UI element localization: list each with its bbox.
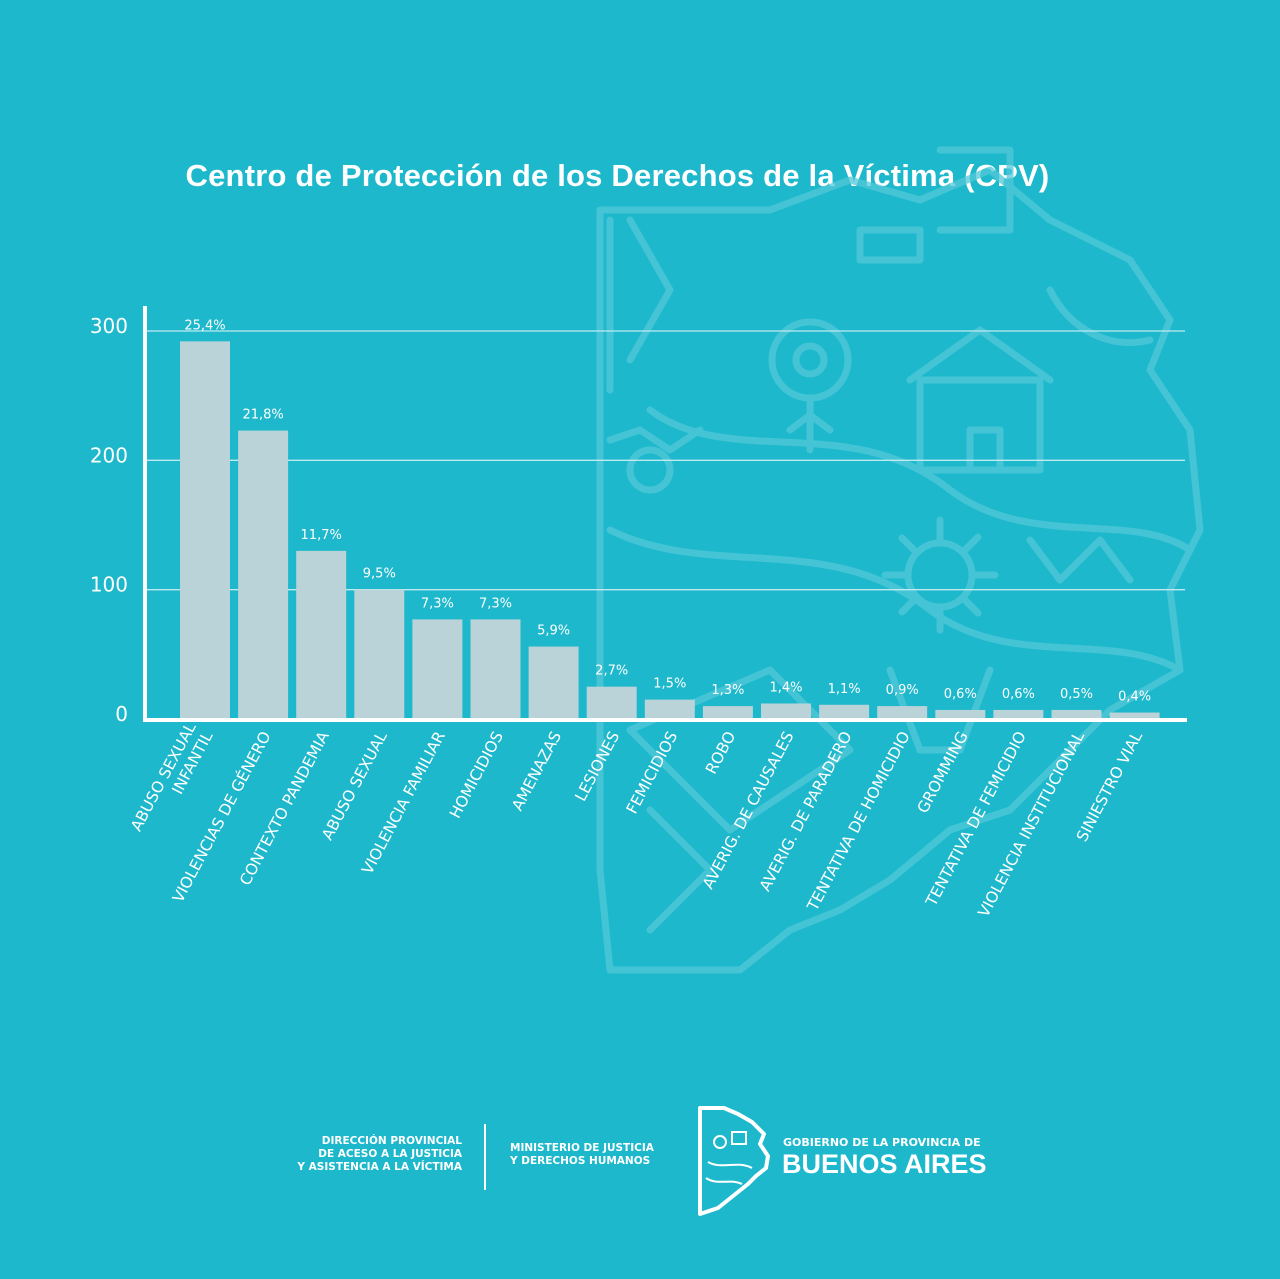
bar (935, 709, 986, 719)
bar (993, 709, 1044, 719)
bar-value-label: 1,3% (711, 683, 744, 698)
buenos-aires-label: BUENOS AIRES (782, 1149, 987, 1179)
bar-value-label: 9,5% (363, 567, 396, 582)
bar-value-label: 1,1% (828, 682, 861, 697)
category-label: LESIONES (572, 728, 624, 804)
bar (470, 619, 521, 719)
gobierno-label: GOBIERNO DE LA PROVINCIA DE (783, 1136, 981, 1149)
bar (238, 430, 289, 719)
category-label-line: AMENAZAS (508, 728, 565, 813)
org2-line: Y DERECHOS HUMANOS (510, 1155, 651, 1167)
bar-chart: 0 100 200 300 25,4% 21,8% 11,7% 9,5% 7,3% 7,3% 5,… (90, 306, 1187, 920)
category-label: TENTATIVA DE HOMICIDIO (803, 728, 913, 914)
category-label-line: ROBO (702, 728, 739, 777)
category-label-line: LESIONES (572, 728, 624, 804)
category-label: ROBO (702, 728, 739, 777)
bar-value-label: 2,7% (595, 664, 628, 679)
category-label-line: HOMICIDIOS (446, 728, 507, 821)
footer: DIRECCIÓN PROVINCIAL DE ACESO A LA JUSTI… (0, 1106, 1280, 1220)
bar (819, 704, 870, 719)
bar (1109, 712, 1160, 719)
category-label-line: FEMICIDIOS (623, 728, 681, 816)
category-label: GROMMING (914, 728, 972, 816)
bar (1051, 709, 1102, 719)
bar-value-label: 0,6% (944, 687, 977, 702)
category-label: VIOLENCIA INSTITUCIONAL (975, 728, 1089, 920)
page-title: Centro de Protección de los Derechos de … (185, 158, 1050, 193)
bars (180, 341, 1160, 719)
category-label: HOMICIDIOS (446, 728, 507, 821)
bar-value-label: 11,7% (301, 528, 342, 543)
category-label: FEMICIDIOS (623, 728, 681, 816)
bar-value-label: 7,3% (479, 596, 512, 611)
y-tick-label: 300 (90, 314, 128, 338)
bar-value-label: 0,5% (1060, 687, 1093, 702)
org1-line: DE ACESO A LA JUSTICIA (318, 1148, 462, 1160)
org1-line: Y ASISTENCIA A LA VÍCTIMA (297, 1161, 462, 1173)
bar (877, 706, 928, 719)
bar-value-label: 21,8% (242, 408, 283, 423)
bar (644, 699, 695, 719)
category-label: SINIESTRO VIAL (1073, 728, 1146, 844)
province-logo-icon (698, 1106, 770, 1216)
bar (702, 706, 753, 719)
category-label-line: GROMMING (914, 728, 972, 816)
y-axis-ticks: 0 100 200 300 (90, 314, 128, 726)
category-label-line: SINIESTRO VIAL (1073, 728, 1146, 844)
category-label-line: TENTATIVA DE HOMICIDIO (803, 728, 913, 914)
direccion-provincial-label: DIRECCIÓN PROVINCIAL DE ACESO A LA JUSTI… (202, 1135, 462, 1174)
y-tick-label: 200 (90, 443, 128, 467)
footer-divider (484, 1124, 486, 1190)
bar (586, 686, 637, 719)
bar-value-label: 7,3% (421, 596, 454, 611)
bar (354, 589, 405, 719)
bar (412, 619, 463, 719)
bar-value-label: 0,4% (1118, 690, 1151, 705)
category-label: TENTATIVA DE FEMICIDIO (922, 728, 1030, 910)
bar-value-label: 0,6% (1002, 687, 1035, 702)
y-tick-label: 100 (90, 573, 128, 597)
bar (761, 703, 811, 719)
y-tick-label: 0 (115, 702, 128, 726)
bar (528, 646, 579, 719)
bar-value-label: 1,4% (769, 680, 802, 695)
category-label-line: VIOLENCIA INSTITUCIONAL (975, 728, 1089, 920)
bar (296, 550, 347, 719)
org1-line: DIRECCIÓN PROVINCIAL (321, 1135, 462, 1147)
bar-value-label: 5,9% (537, 624, 570, 639)
org2-line: MINISTERIO DE JUSTICIA (510, 1142, 654, 1154)
bar-value-label: 0,9% (886, 683, 919, 698)
category-label: AMENAZAS (508, 728, 565, 813)
category-label-line: TENTATIVA DE FEMICIDIO (922, 728, 1030, 910)
bar (180, 341, 230, 719)
ministerio-label: MINISTERIO DE JUSTICIA Y DERECHOS HUMANO… (510, 1142, 710, 1168)
bar-value-labels: 25,4% 21,8% 11,7% 9,5% 7,3% 7,3% 5,9% 2,7% 1,5% 1… (184, 318, 1151, 704)
bar-value-label: 1,5% (653, 677, 686, 692)
bar-value-label: 25,4% (184, 318, 225, 333)
